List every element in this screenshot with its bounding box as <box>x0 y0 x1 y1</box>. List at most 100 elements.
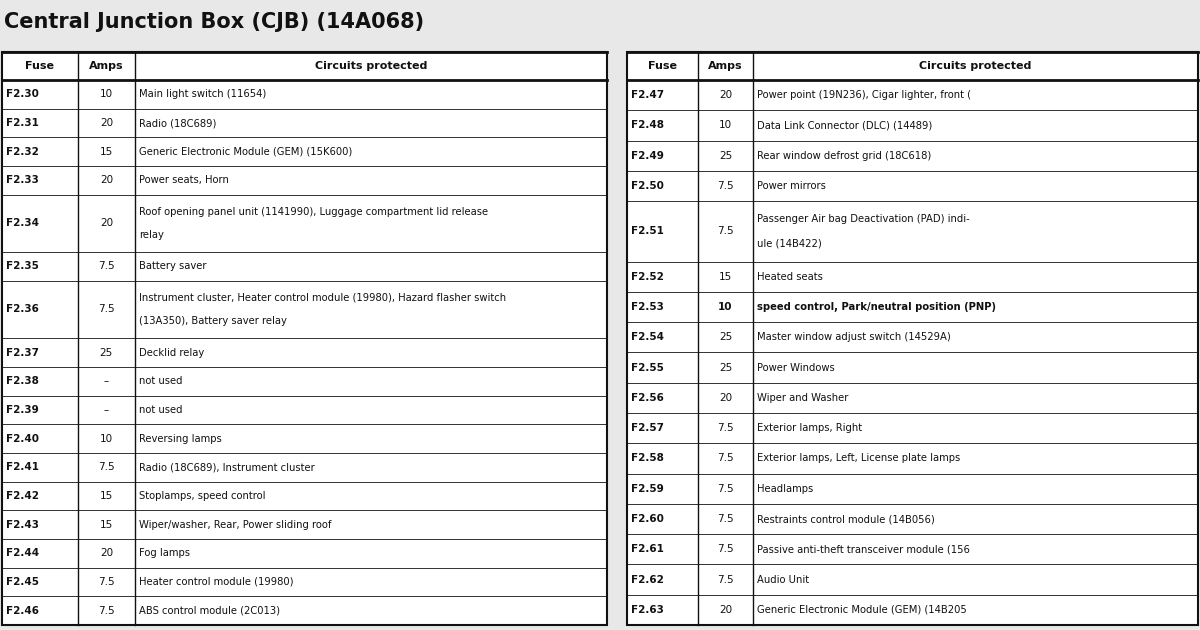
Text: F2.40: F2.40 <box>6 433 38 444</box>
Text: 20: 20 <box>100 548 113 558</box>
Text: Decklid relay: Decklid relay <box>139 348 204 357</box>
Text: 20: 20 <box>719 90 732 100</box>
Text: F2.52: F2.52 <box>631 272 664 282</box>
Text: Passive anti-theft transceiver module (156: Passive anti-theft transceiver module (1… <box>757 544 970 554</box>
Text: Audio Unit: Audio Unit <box>757 575 809 585</box>
Text: 25: 25 <box>100 348 113 357</box>
Text: F2.51: F2.51 <box>631 226 664 236</box>
Text: F2.30: F2.30 <box>6 89 38 100</box>
Text: Instrument cluster, Heater control module (19980), Hazard flasher switch: Instrument cluster, Heater control modul… <box>139 293 506 303</box>
Text: 7.5: 7.5 <box>718 454 734 464</box>
Text: Restraints control module (14B056): Restraints control module (14B056) <box>757 514 935 524</box>
Text: Wiper/washer, Rear, Power sliding roof: Wiper/washer, Rear, Power sliding roof <box>139 520 331 530</box>
Text: Central Junction Box (CJB) (14A068): Central Junction Box (CJB) (14A068) <box>4 12 424 32</box>
Text: F2.44: F2.44 <box>6 548 40 558</box>
Text: F2.37: F2.37 <box>6 348 38 357</box>
Text: F2.38: F2.38 <box>6 376 38 386</box>
Text: Reversing lamps: Reversing lamps <box>139 433 222 444</box>
Text: 10: 10 <box>100 89 113 100</box>
Text: 15: 15 <box>719 272 732 282</box>
Text: F2.55: F2.55 <box>631 363 664 372</box>
Text: 15: 15 <box>100 520 113 530</box>
Text: Master window adjust switch (14529A): Master window adjust switch (14529A) <box>757 333 950 342</box>
Text: F2.50: F2.50 <box>631 181 664 191</box>
Text: F2.45: F2.45 <box>6 577 38 587</box>
Text: F2.35: F2.35 <box>6 261 38 272</box>
Text: Exterior lamps, Left, License plate lamps: Exterior lamps, Left, License plate lamp… <box>757 454 960 464</box>
Text: F2.58: F2.58 <box>631 454 664 464</box>
Text: F2.57: F2.57 <box>631 423 664 433</box>
Text: F2.42: F2.42 <box>6 491 38 501</box>
Text: Power Windows: Power Windows <box>757 363 834 372</box>
Bar <box>628 52 1198 625</box>
Text: F2.59: F2.59 <box>631 484 664 494</box>
Text: 25: 25 <box>719 363 732 372</box>
Text: F2.41: F2.41 <box>6 462 38 472</box>
Text: 7.5: 7.5 <box>718 575 734 585</box>
Text: 7.5: 7.5 <box>718 484 734 494</box>
Text: 7.5: 7.5 <box>718 514 734 524</box>
Text: Stoplamps, speed control: Stoplamps, speed control <box>139 491 265 501</box>
Text: Heater control module (19980): Heater control module (19980) <box>139 577 294 587</box>
Text: Radio (18C689), Instrument cluster: Radio (18C689), Instrument cluster <box>139 462 314 472</box>
Text: F2.39: F2.39 <box>6 405 38 415</box>
Text: F2.32: F2.32 <box>6 147 38 157</box>
Text: (13A350), Battery saver relay: (13A350), Battery saver relay <box>139 316 287 326</box>
Bar <box>2 52 607 625</box>
Text: 25: 25 <box>719 151 732 161</box>
Text: –: – <box>103 376 109 386</box>
Text: Heated seats: Heated seats <box>757 272 822 282</box>
Text: 10: 10 <box>719 120 732 130</box>
Text: Exterior lamps, Right: Exterior lamps, Right <box>757 423 862 433</box>
Text: 7.5: 7.5 <box>98 462 115 472</box>
Text: F2.49: F2.49 <box>631 151 664 161</box>
Text: Roof opening panel unit (1141990), Luggage compartment lid release: Roof opening panel unit (1141990), Lugga… <box>139 207 488 217</box>
Text: 7.5: 7.5 <box>718 544 734 554</box>
Text: F2.43: F2.43 <box>6 520 38 530</box>
Text: relay: relay <box>139 230 164 240</box>
Text: 10: 10 <box>100 433 113 444</box>
Text: F2.53: F2.53 <box>631 302 664 312</box>
Text: 25: 25 <box>719 333 732 342</box>
Text: Amps: Amps <box>708 61 743 71</box>
Text: Data Link Connector (DLC) (14489): Data Link Connector (DLC) (14489) <box>757 120 932 130</box>
Text: Main light switch (11654): Main light switch (11654) <box>139 89 266 100</box>
Text: F2.36: F2.36 <box>6 304 38 314</box>
Text: not used: not used <box>139 376 182 386</box>
Text: Power point (19N236), Cigar lighter, front (: Power point (19N236), Cigar lighter, fro… <box>757 90 971 100</box>
Text: 20: 20 <box>100 175 113 185</box>
Text: 20: 20 <box>100 118 113 128</box>
Text: speed control, Park/neutral position (PNP): speed control, Park/neutral position (PN… <box>757 302 996 312</box>
Bar <box>2 52 607 625</box>
Text: 7.5: 7.5 <box>98 304 115 314</box>
Text: 7.5: 7.5 <box>98 605 115 616</box>
Text: 7.5: 7.5 <box>98 261 115 272</box>
Text: Headlamps: Headlamps <box>757 484 812 494</box>
Text: Amps: Amps <box>89 61 124 71</box>
Text: Power seats, Horn: Power seats, Horn <box>139 175 229 185</box>
Text: 20: 20 <box>100 219 113 229</box>
Text: 20: 20 <box>719 393 732 403</box>
Text: 20: 20 <box>719 605 732 615</box>
Text: 10: 10 <box>719 302 733 312</box>
Text: F2.48: F2.48 <box>631 120 664 130</box>
Text: Power mirrors: Power mirrors <box>757 181 826 191</box>
Text: Circuits protected: Circuits protected <box>314 61 427 71</box>
Text: F2.63: F2.63 <box>631 605 664 615</box>
Text: –: – <box>103 405 109 415</box>
Text: Battery saver: Battery saver <box>139 261 206 272</box>
Text: 7.5: 7.5 <box>718 181 734 191</box>
Text: ABS control module (2C013): ABS control module (2C013) <box>139 605 280 616</box>
Text: F2.56: F2.56 <box>631 393 664 403</box>
Text: 15: 15 <box>100 491 113 501</box>
Bar <box>628 52 1198 625</box>
Text: F2.33: F2.33 <box>6 175 38 185</box>
Text: F2.61: F2.61 <box>631 544 664 554</box>
Text: F2.34: F2.34 <box>6 219 38 229</box>
Text: F2.54: F2.54 <box>631 333 664 342</box>
Text: Rear window defrost grid (18C618): Rear window defrost grid (18C618) <box>757 151 931 161</box>
Text: Passenger Air bag Deactivation (PAD) indi-: Passenger Air bag Deactivation (PAD) ind… <box>757 214 970 224</box>
Text: Generic Electronic Module (GEM) (15K600): Generic Electronic Module (GEM) (15K600) <box>139 147 353 157</box>
Text: 15: 15 <box>100 147 113 157</box>
Text: F2.47: F2.47 <box>631 90 664 100</box>
